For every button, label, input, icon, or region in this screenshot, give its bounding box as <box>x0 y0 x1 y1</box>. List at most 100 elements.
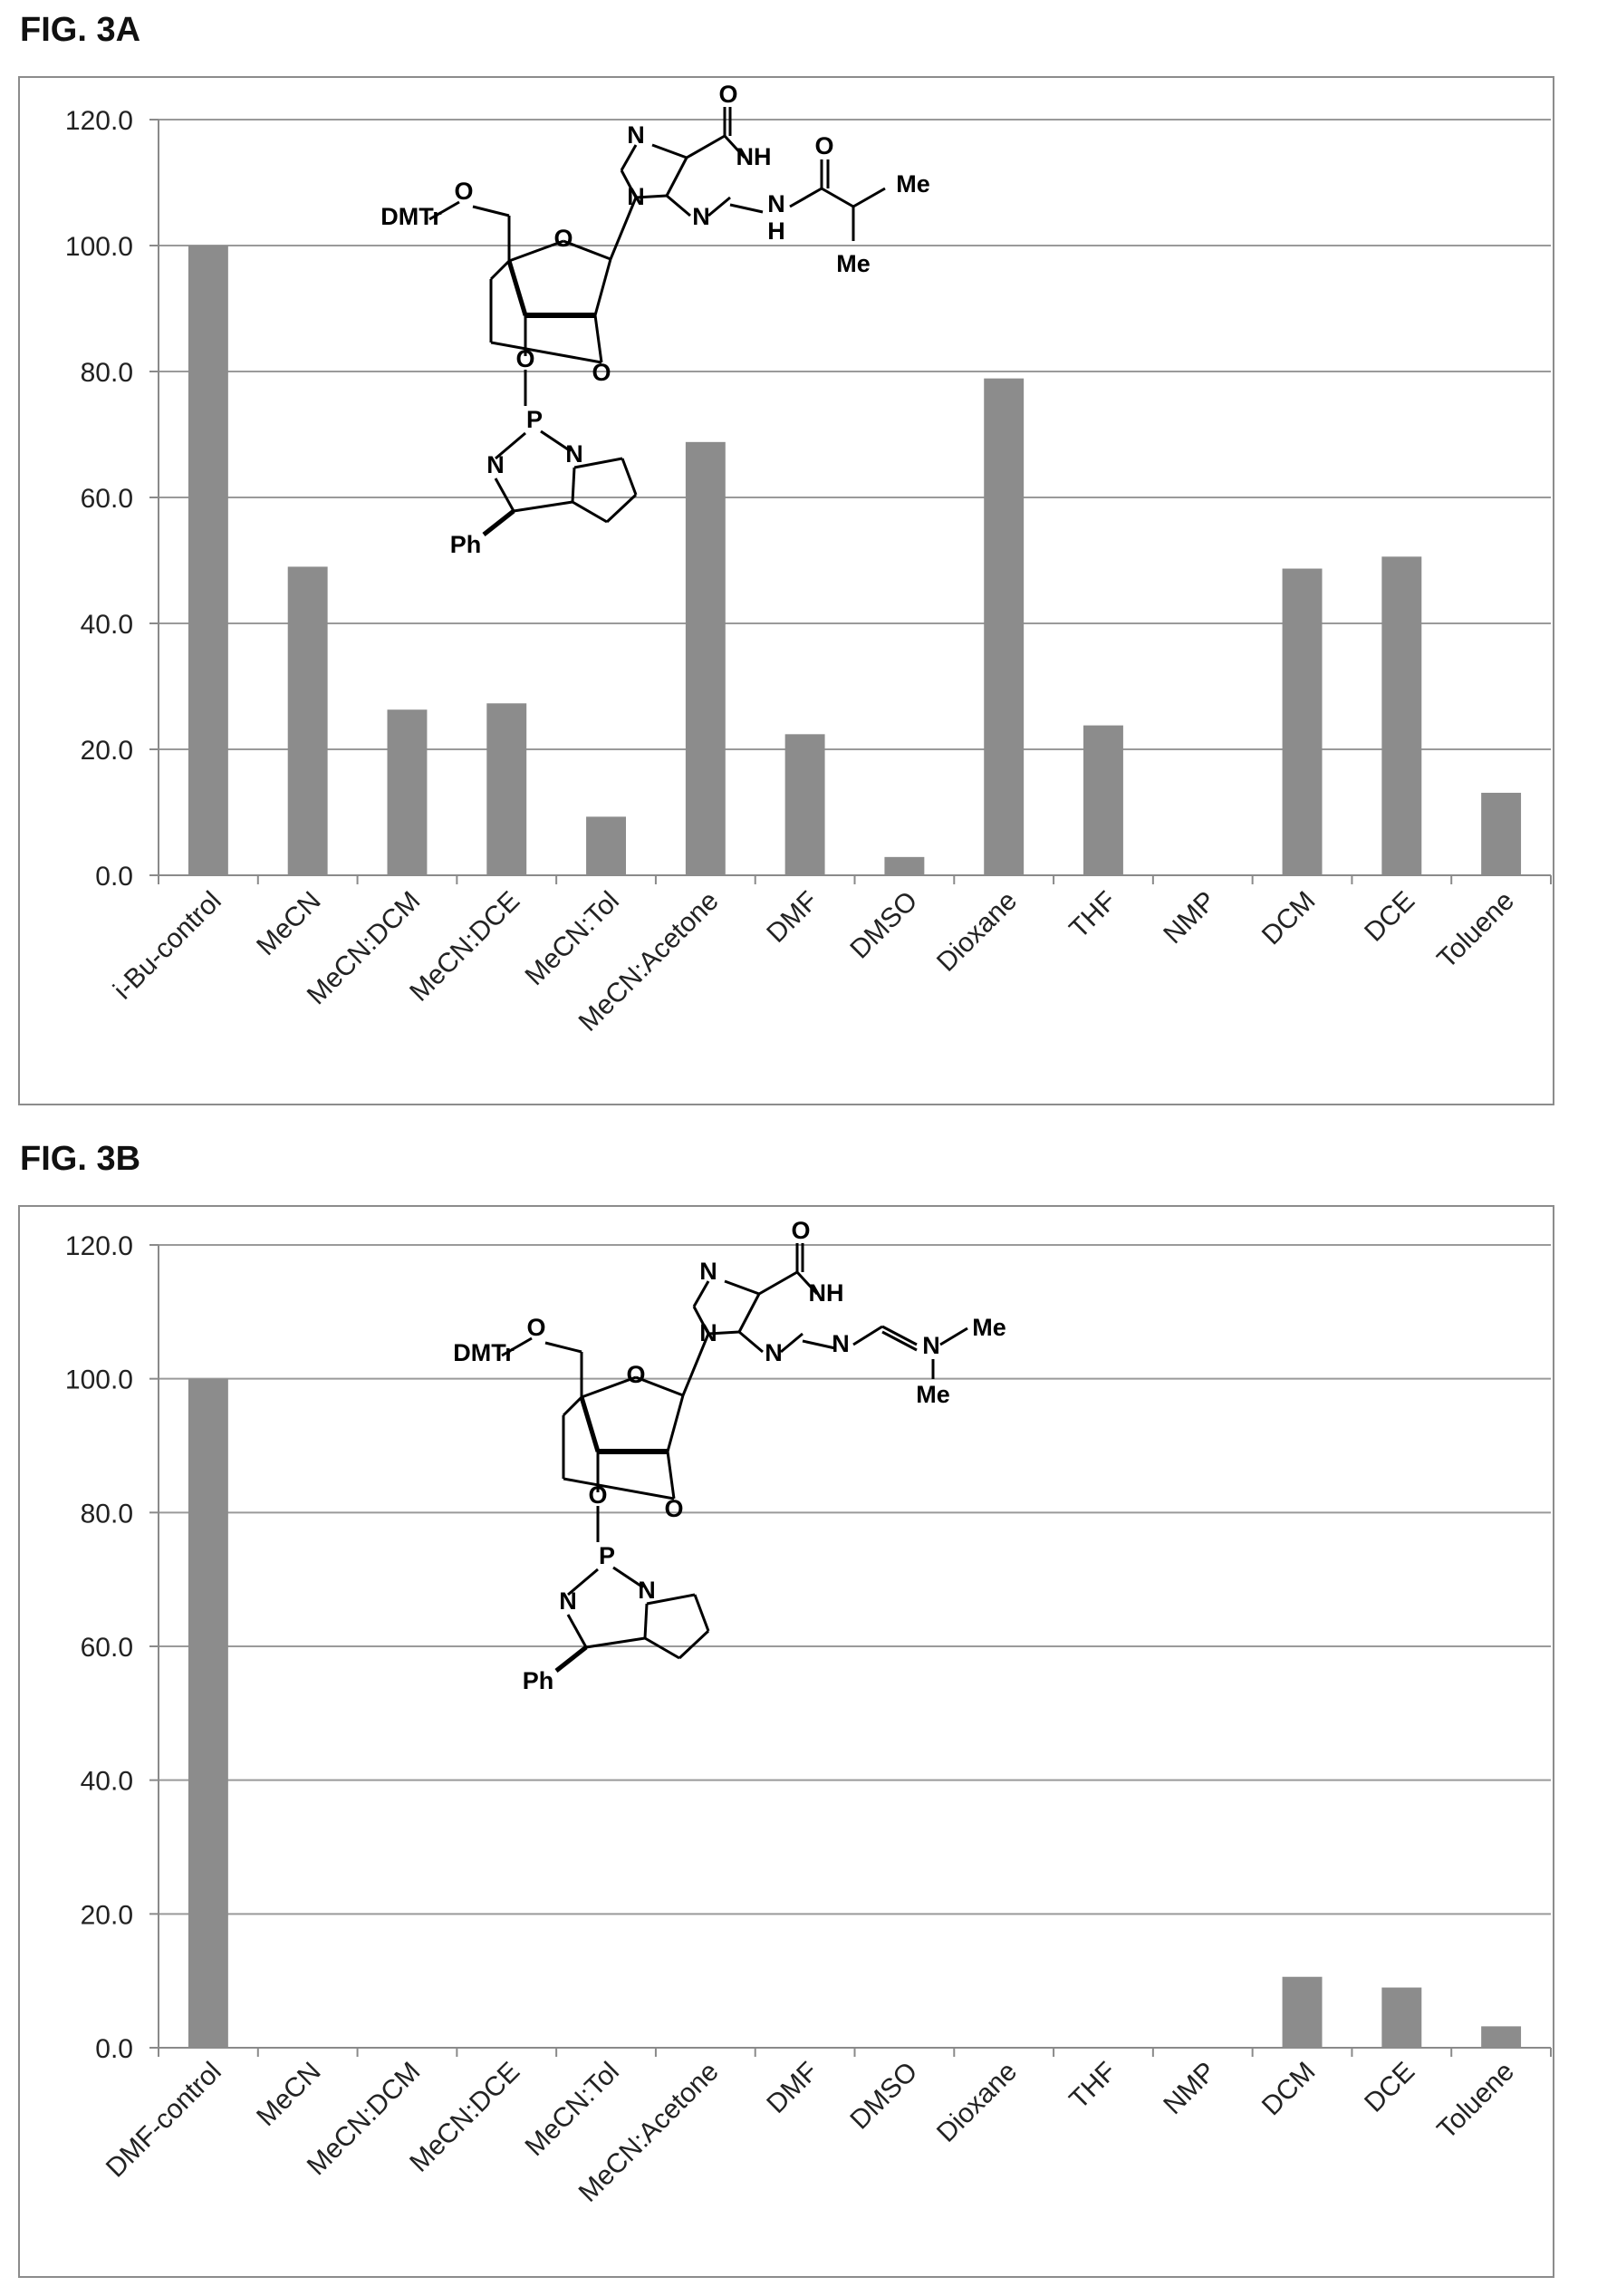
y-tick-label: 20.0 <box>81 1900 133 1930</box>
bond <box>693 1594 710 1632</box>
bond <box>573 457 623 469</box>
x-category-label: DCE <box>1359 886 1420 948</box>
x-category-label: MeCN <box>251 2057 326 2132</box>
y-tick-label: 80.0 <box>81 358 133 388</box>
atom-label: N <box>922 1332 940 1359</box>
bond <box>758 1270 798 1296</box>
bar-chart-3a: 0.0 20.0 40.0 60.0 80.0 100.0 120.0 i-Bu-contro… <box>65 81 1552 1037</box>
bond <box>821 187 854 208</box>
bond <box>501 1336 533 1357</box>
bond <box>566 1614 588 1648</box>
x-category-label: MeCN <box>251 886 326 961</box>
x-category-label: DMF-control <box>101 2057 227 2184</box>
bar-toluene <box>1481 792 1522 875</box>
bond <box>666 1394 685 1452</box>
bond <box>789 187 823 208</box>
bond <box>635 194 668 199</box>
bond <box>620 169 638 198</box>
bond <box>644 1636 680 1660</box>
x-category-label: Toluene <box>1431 2057 1520 2146</box>
x-category-label: DMSO <box>844 886 923 965</box>
y-tick-label: 60.0 <box>81 1633 133 1663</box>
bar-i-bu-control <box>188 246 228 875</box>
atom-label: Ph <box>523 1667 554 1694</box>
bond <box>795 1270 819 1296</box>
bond <box>579 1396 601 1452</box>
bar-mecn-dce <box>486 703 527 875</box>
x-category-label: DCM <box>1256 886 1322 951</box>
bar-dce <box>1381 556 1422 875</box>
bond <box>802 1339 836 1350</box>
bond <box>562 1395 583 1417</box>
atom-label: Me <box>972 1314 1006 1341</box>
bond <box>881 1325 918 1346</box>
y-tick-label: 0.0 <box>95 2034 133 2064</box>
atom-label: P <box>599 1542 615 1569</box>
bar-thf <box>1083 725 1123 875</box>
y-tick-label: 20.0 <box>81 736 133 766</box>
x-category-label: Dioxane <box>931 886 1023 978</box>
y-tick-label: 40.0 <box>81 1767 133 1797</box>
atom-label: N <box>559 1587 577 1615</box>
atom-label: O <box>791 1217 810 1244</box>
bond <box>428 200 460 221</box>
bar-mecn-acetone <box>685 441 726 875</box>
y-tick-label: 100.0 <box>65 232 133 262</box>
bond <box>581 1375 637 1399</box>
y-tick-label: 80.0 <box>81 1499 133 1529</box>
atom-label: O <box>814 132 833 159</box>
atom-label: Me <box>836 250 871 277</box>
bar-dmf-control <box>188 1378 228 2048</box>
atom-label: N <box>832 1330 850 1357</box>
x-category-label: Dioxane <box>931 2057 1023 2148</box>
bond <box>635 1375 684 1397</box>
bond <box>513 500 573 513</box>
bond <box>692 1280 710 1307</box>
bond <box>506 260 528 316</box>
bond <box>508 239 564 263</box>
figure-label-3b: FIG. 3B <box>20 1140 141 1178</box>
bond <box>729 203 764 214</box>
atom-label: Me <box>896 170 930 198</box>
bond <box>585 1636 646 1649</box>
bond <box>593 258 612 316</box>
x-category-label: NMP <box>1158 2057 1221 2120</box>
bond <box>707 1330 740 1336</box>
atom-label: N <box>627 121 645 149</box>
bond <box>572 500 608 524</box>
bond <box>651 143 688 159</box>
bar-dmf <box>784 734 825 875</box>
bond <box>563 1477 675 1500</box>
bond <box>593 314 603 363</box>
x-category-label: Toluene <box>1431 886 1520 975</box>
atom-label: O <box>626 1361 645 1388</box>
bar-dcm <box>1282 568 1323 875</box>
bond <box>646 1593 696 1606</box>
atom-label: H <box>767 217 785 245</box>
bond <box>666 194 691 217</box>
bond <box>724 1279 760 1296</box>
x-category-label: DCE <box>1359 2057 1420 2118</box>
x-category-label: MeCN:Tol <box>520 886 625 991</box>
bond <box>482 509 515 536</box>
bond <box>852 187 886 208</box>
bond <box>681 1333 710 1396</box>
atom-label: N <box>638 1577 656 1604</box>
bar-chart-3b: 0.0 20.0 40.0 60.0 80.0 100.0 120.0 DMF-control… <box>65 1217 1552 2208</box>
atom-label: O <box>454 178 473 205</box>
bond <box>472 205 510 217</box>
bond <box>678 1629 710 1660</box>
atom-label: Ph <box>450 531 482 558</box>
bond <box>780 1332 804 1354</box>
x-category-label: i-Bu-control <box>108 886 227 1006</box>
bar-dce <box>1381 1987 1422 2048</box>
x-category-label: DCM <box>1256 2057 1322 2122</box>
atom-label: O <box>664 1495 683 1522</box>
bond <box>489 259 511 281</box>
atom-label: N <box>765 1339 783 1366</box>
atom-label: O <box>526 1314 545 1341</box>
atom-label: N <box>565 440 583 468</box>
bar-toluene <box>1481 2026 1522 2048</box>
atom-label: O <box>588 1481 607 1509</box>
